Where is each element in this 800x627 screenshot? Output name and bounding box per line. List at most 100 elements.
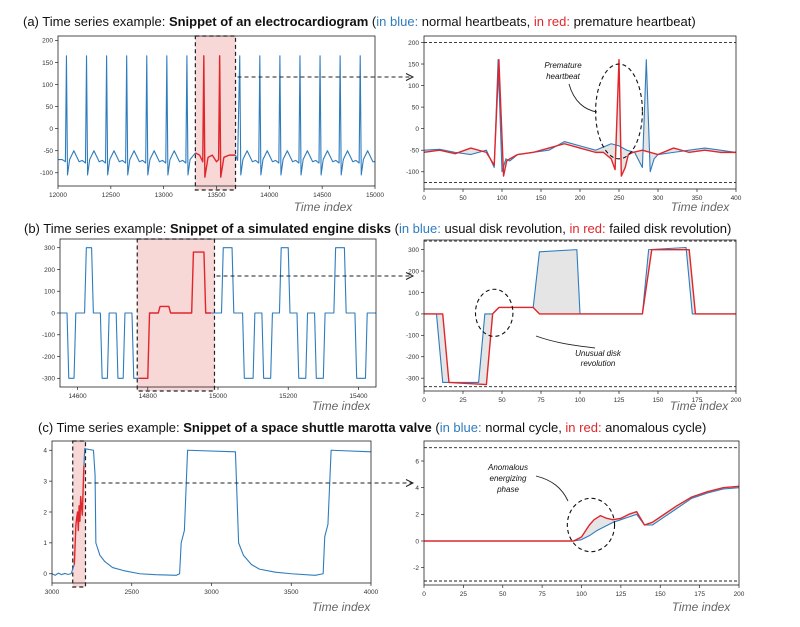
disk-detail-xtick-label: 50: [498, 397, 506, 404]
valve-overview-xtick-label: 2500: [125, 589, 140, 596]
ecg-detail-xtick-label: 0: [422, 195, 426, 202]
charts-layer: 12000 12500 13000 13500 14000 14500 15000-100-…: [40, 35, 745, 598]
valve-overview-chart: 3000 2500 3000 3500 4000 0 1 2 3 4: [43, 440, 379, 596]
disk-annotation-pointer: [535, 335, 596, 349]
disk-overview-ytick-label: 300: [44, 245, 55, 252]
ecg-annotation-pointer: [568, 83, 598, 113]
disk-detail-ytick-label: 100: [408, 290, 419, 297]
disk-detail-ytick-label: -100: [406, 333, 419, 340]
ecg-detail-xtick-label: 200: [575, 195, 586, 202]
ecg-overview-ytick-label: -50: [44, 148, 54, 155]
valve-connector-head: [405, 479, 415, 487]
ecg-overview-xtick-label: 12000: [49, 192, 67, 199]
disk-detail-ytick-label: 300: [408, 247, 419, 254]
valve-detail-xtick-label: 0: [422, 591, 426, 598]
valve-detail-diff-fill: [424, 486, 739, 541]
ecg-detail-diff-fill: [424, 59, 736, 177]
ecg-detail-ytick-label: 100: [408, 83, 419, 90]
panel-a-title: (a) Time series example: Snippet of an e…: [23, 14, 696, 29]
ecg-detail-ytick-label: 150: [408, 61, 419, 68]
ecg-detail-xlabel: Time index: [671, 200, 731, 214]
disk-detail-xtick-label: 125: [614, 397, 625, 404]
ecg-overview-xtick-label: 14000: [260, 192, 278, 199]
disk-overview-series-anomaly-1: [139, 251, 211, 379]
disk-overview-xtick-label: 14600: [69, 393, 87, 400]
valve-annotation: Anomalous energizing phase: [487, 463, 528, 494]
disk-detail-xtick-label: 75: [537, 397, 545, 404]
ecg-overview-xtick-label: 13000: [155, 192, 173, 199]
valve-detail-chart: 0 25 50 75 100 125 150 175 200 -2 0 2 4 6: [413, 440, 745, 598]
ecg-detail-xtick-label: 350: [692, 195, 703, 202]
ecg-detail-xtick-label: 150: [536, 195, 547, 202]
disk-overview-chart: 14600 14800 15000 15200 15400 -300 -200 -100 0 10…: [42, 238, 377, 400]
ecg-detail-ytick-label: 0: [415, 126, 419, 133]
valve-detail-xtick-label: 75: [539, 591, 547, 598]
disk-overview-xlabel: Time index: [312, 399, 372, 413]
valve-annotation-pointer: [535, 475, 569, 502]
valve-overview-xtick-label: 3000: [204, 589, 219, 596]
ecg-detail-xtick-label: 300: [653, 195, 664, 202]
disk-overview-ytick-label: -300: [42, 376, 55, 383]
valve-detail-ytick-label: 2: [415, 512, 419, 519]
ecg-detail-ytick-label: -50: [410, 148, 420, 155]
disk-overview-xtick-label: 14800: [139, 393, 157, 400]
valve-detail-xtick-label: 25: [460, 591, 468, 598]
ecg-overview-series-anomaly-1: [195, 55, 236, 178]
ecg-overview-xtick-label: 12500: [102, 192, 120, 199]
valve-detail-xlabel: Time index: [672, 600, 732, 614]
ecg-detail-series-normal-0: [423, 59, 737, 173]
disk-detail-ytick-label: -200: [406, 354, 419, 361]
ecg-detail-xtick-label: 50: [459, 195, 467, 202]
ecg-overview-series-normal-0: [58, 55, 196, 176]
valve-detail-xtick-label: 200: [734, 591, 745, 598]
disk-overview-ytick-label: -200: [42, 354, 55, 361]
valve-overview-ytick-label: 4: [43, 448, 47, 455]
ecg-overview-ytick-label: -100: [40, 170, 53, 177]
ecg-detail-xtick-label: 400: [731, 195, 742, 202]
ecg-overview-ytick-label: 0: [49, 126, 53, 133]
valve-overview-xtick-label: 4000: [364, 589, 379, 596]
valve-overview-xlabel: Time index: [312, 600, 372, 614]
valve-overview-series-normal-2: [83, 448, 372, 576]
ecg-detail-ytick-label: -100: [406, 169, 419, 176]
ecg-overview-ytick-label: 50: [46, 104, 54, 111]
disk-overview-ytick-label: 200: [44, 267, 55, 274]
valve-detail-xtick-label: 150: [655, 591, 666, 598]
disk-detail-annotation-ellipse: [474, 288, 514, 337]
overlay-layer: [87, 73, 598, 502]
valve-overview-series-anomaly-1: [73, 465, 85, 565]
disk-overview-ytick-label: -100: [42, 332, 55, 339]
ecg-overview-series-normal-2: [235, 55, 375, 176]
ecg-overview-ytick-label: 150: [42, 60, 53, 67]
ecg-detail-ytick-label: 50: [412, 104, 420, 111]
ecg-overview-chart: 12000 12500 13000 13500 14000 14500 15000 -100 -…: [40, 35, 384, 199]
disk-overview-xtick-label: 15200: [279, 393, 297, 400]
valve-overview-series-normal-0: [51, 564, 75, 576]
valve-detail-xtick-label: 125: [615, 591, 626, 598]
disk-annotation: Unusual disk revolution: [575, 349, 622, 368]
ecg-detail-series-anomaly-1: [423, 59, 736, 177]
disk-detail-xlabel: Time index: [670, 399, 730, 413]
panel-b-title: (b) Time series example: Snippet of a si…: [24, 221, 731, 236]
ecg-detail-chart: 0 50 100 150 200 250 300 350 400 -100 -50 0 50 100 150…: [406, 35, 742, 202]
valve-detail-ytick-label: 4: [415, 485, 419, 492]
ecg-detail-ytick-label: 200: [408, 40, 419, 47]
disk-detail-xtick-label: 175: [692, 397, 703, 404]
ecg-overview-xtick-label: 14500: [313, 192, 331, 199]
valve-overview-ytick-label: 0: [43, 571, 47, 578]
disk-detail-ytick-label: 200: [408, 268, 419, 275]
ecg-connector-head: [405, 73, 415, 81]
ecg-annotation: Premature heartbeat: [544, 61, 582, 81]
disk-detail-xtick-label: 150: [653, 397, 664, 404]
disk-detail-xtick-label: 25: [459, 397, 467, 404]
disk-detail-xtick-label: 0: [422, 397, 426, 404]
disk-overview-ytick-label: 0: [51, 310, 55, 317]
ecg-overview-xtick-label: 13500: [207, 192, 225, 199]
disk-overview-xtick-label: 15400: [349, 393, 367, 400]
ecg-detail-xtick-label: 250: [614, 195, 625, 202]
disk-detail-xtick-label: 200: [731, 397, 742, 404]
valve-overview-xtick-label: 3500: [284, 589, 299, 596]
valve-detail-axes-frame: [423, 440, 740, 586]
valve-overview-ytick-label: 1: [43, 540, 47, 547]
